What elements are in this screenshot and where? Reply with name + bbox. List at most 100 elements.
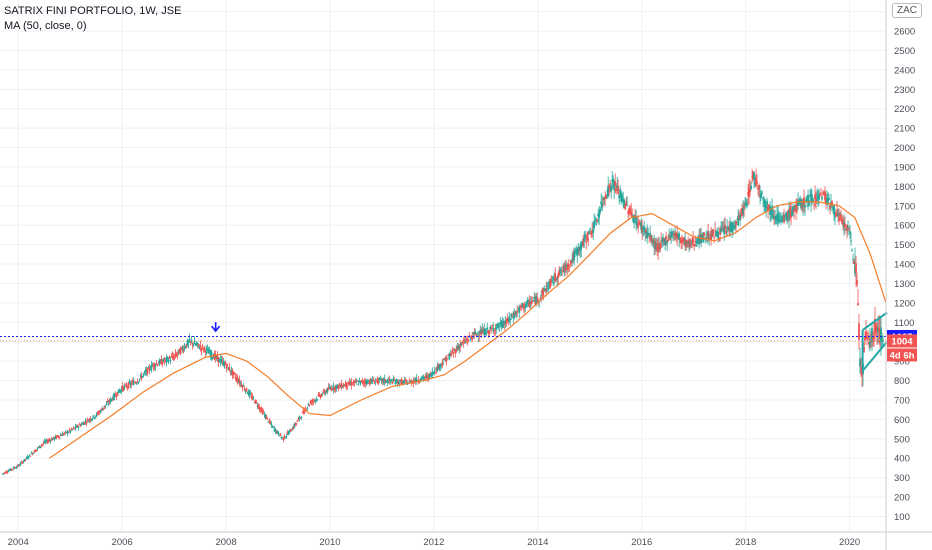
candle-body [261,410,264,414]
candle-body [500,322,503,328]
candle-body [518,306,521,313]
candle-body [534,299,537,305]
candle-body [286,432,289,434]
candle-body [327,387,330,390]
candle-body [557,273,560,279]
candle-body [290,430,293,432]
candle-body [609,186,612,190]
candle-body [6,471,9,473]
candle-body [216,355,219,360]
candle-body [402,381,405,384]
candle-body [648,236,651,238]
candle-body [825,198,827,204]
candle-body [723,226,726,235]
candle-body [429,373,432,375]
candle-body [861,368,863,376]
candle-body [729,225,732,230]
candle-body [767,205,769,211]
candle-body [574,250,577,253]
candle-body [750,186,752,189]
candle-body [818,196,820,200]
candle-body [200,348,203,351]
candle-body [205,348,208,351]
price-badge [887,334,917,348]
candle-body [121,385,124,390]
candle-body [21,461,24,464]
candle-body [524,305,527,309]
candle-body [858,323,860,340]
candle-body [348,381,351,385]
candle-body [770,207,772,215]
candle-body [439,363,442,368]
candle-body [274,428,277,432]
candle-body [86,419,89,421]
candle-body [318,393,321,396]
candle-body [156,364,159,366]
candle-body [610,186,613,192]
candle-body [740,209,742,213]
candle-body [467,339,470,342]
candle-body [481,328,484,333]
candle-body [845,229,847,231]
candle-body [435,367,438,372]
candle-body [438,366,441,370]
candle-body [819,194,821,196]
candle-body [671,231,674,233]
candle-body [640,222,643,230]
candle-body [615,189,618,191]
candle-body [733,226,736,229]
candle-body [5,471,8,473]
candle-body [561,270,564,272]
candle-body [144,371,147,373]
candle-body [292,427,295,429]
candle-body [127,382,130,388]
currency-badge[interactable]: ZAC [892,3,922,18]
candle-body [503,323,506,325]
candle-body [92,415,95,417]
candle-body [15,466,18,468]
candle-body [347,381,350,386]
candle-body [404,379,407,381]
candle-body [870,334,872,335]
candle-body [498,326,501,328]
candle-body [812,198,814,202]
candle-body [100,408,103,410]
candle-body [218,358,221,362]
candle-body [511,316,514,318]
candle-body [759,194,761,196]
candle-body [155,363,158,365]
candle-body [792,206,794,213]
x-tick-label: 2012 [423,537,444,548]
candle-body [551,276,554,278]
candle-body [38,445,41,449]
candle-body [709,238,712,240]
candle-body [572,253,575,260]
candle-body [789,207,791,213]
candle-body [211,356,214,358]
candle-body [372,379,375,382]
candle-body [279,433,282,436]
candle-body [795,204,797,213]
candle-body [272,426,275,428]
x-tick-label: 2018 [735,537,756,548]
candle-body [199,345,202,348]
candle-body [109,399,112,403]
candle-body [581,245,584,247]
candle-body [802,200,804,207]
candle-body [649,232,652,238]
candle-body [311,401,314,403]
candle-body [241,385,244,389]
moving-average [49,201,887,459]
candle-body [237,381,240,383]
y-tick-label: 1300 [894,279,915,290]
candle-body [441,362,444,366]
candle-body [478,335,481,337]
candle-body [309,402,312,403]
candle-body [245,388,248,392]
candle-body [369,379,372,384]
candle-body [562,265,565,267]
candle-body [446,358,449,360]
candle-body [201,345,204,347]
candle-body [587,238,590,241]
